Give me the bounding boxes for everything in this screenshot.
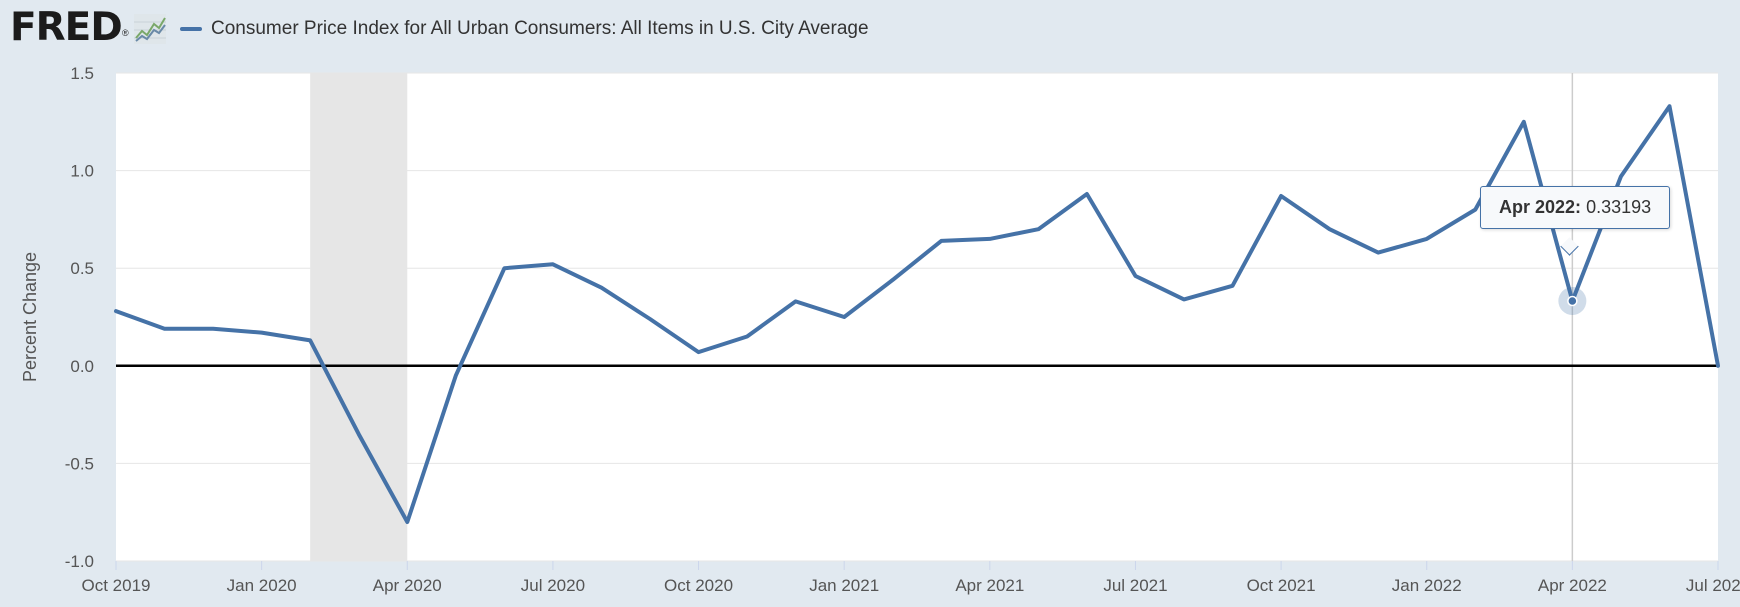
x-tick-label: Apr 2022 [1538,576,1607,595]
y-tick-label: 0.5 [70,259,94,278]
hover-point [1567,295,1578,307]
y-axis-ticks: -1.0 -0.5 0.0 0.5 1.0 1.5 [65,64,94,571]
x-tick-label: Oct 2020 [664,576,733,595]
x-tick-label: Apr 2021 [955,576,1024,595]
tooltip-date: Apr 2022: [1499,197,1582,217]
data-tooltip: Apr 2022: 0.33193 [1480,186,1671,229]
y-tick-label: 0.0 [70,357,94,376]
y-tick-label: 1.5 [70,64,94,83]
x-axis-ticks: Oct 2019 Jan 2020 Apr 2020 Jul 2020 Oct 2020… [82,561,1740,595]
x-tick-label: Apr 2020 [373,576,442,595]
y-tick-label: -1.0 [65,552,94,571]
x-tick-label: Jul 2021 [1103,576,1167,595]
chart-legend[interactable]: Consumer Price Index for All Urban Consu… [180,16,869,42]
x-tick-label: Jul 2022 [1686,576,1740,595]
legend-label: Consumer Price Index for All Urban Consu… [211,18,869,39]
y-tick-label: -0.5 [65,454,94,473]
tooltip-value: 0.33193 [1586,197,1652,217]
x-tick-label: Jan 2022 [1392,576,1462,595]
x-tick-label: Oct 2019 [82,576,151,595]
x-tick-label: Oct 2021 [1247,576,1316,595]
fred-logo[interactable]: FRED [10,5,123,50]
series-line [114,104,1720,524]
y-tick-label: 1.0 [70,162,94,181]
registered-mark: ® [122,28,129,38]
chart-header: FRED ® Consumer Price Index for All Urba… [0,0,1740,58]
x-tick-label: Jan 2020 [227,576,297,595]
legend-swatch [180,27,202,31]
grid-lines [116,72,1718,562]
y-axis-label: Percent Change [20,252,40,382]
recession-band [310,73,408,561]
x-tick-label: Jan 2021 [809,576,879,595]
line-graph-icon [134,14,166,44]
x-tick-label: Jul 2020 [521,576,585,595]
